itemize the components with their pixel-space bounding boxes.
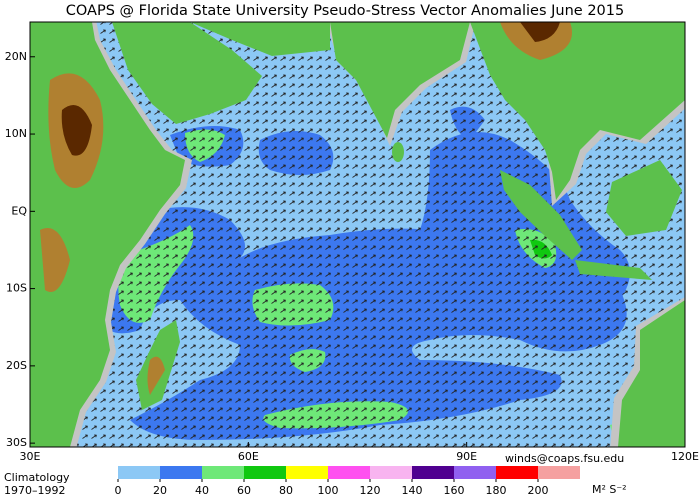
colorbar-tick-label: 0 xyxy=(115,484,122,497)
land xyxy=(30,22,685,447)
contact: winds@coaps.fsu.edu xyxy=(505,452,624,465)
colorbar-swatch xyxy=(328,466,370,479)
colorbar-tick-label: 160 xyxy=(444,484,465,497)
colorbar-swatch xyxy=(286,466,328,479)
lat-tick-label: 10S xyxy=(6,282,27,295)
colorbar-swatch xyxy=(538,466,580,479)
colorbar-swatch xyxy=(412,466,454,479)
title: COAPS @ Florida State University Pseudo-… xyxy=(66,3,624,19)
climatology-period: 1970–1992 xyxy=(4,484,66,497)
colorbar-swatch xyxy=(454,466,496,479)
colorbar-tick-label: 20 xyxy=(153,484,167,497)
colorbar-tick-label: 60 xyxy=(237,484,251,497)
climatology-label: Climatology xyxy=(4,471,70,484)
colorbar-tick-label: 140 xyxy=(402,484,423,497)
colorbar-swatch xyxy=(118,466,160,479)
colorbar-swatch xyxy=(244,466,286,479)
colorbar-swatch xyxy=(496,466,538,479)
lat-tick-label: 20N xyxy=(5,50,27,63)
colorbar-swatch xyxy=(370,466,412,479)
lat-tick-label: 10N xyxy=(5,127,27,140)
colorbar-swatch xyxy=(160,466,202,479)
lon-tick-label: 30E xyxy=(20,450,41,463)
lon-tick-label: 120E xyxy=(671,450,699,463)
lat-tick-label: 30S xyxy=(6,436,27,449)
colorbar-tick-label: 100 xyxy=(318,484,339,497)
colorbar-swatch xyxy=(202,466,244,479)
lon-tick-label: 90E xyxy=(456,450,477,463)
colorbar-tick-label: 40 xyxy=(195,484,209,497)
colorbar-tick-label: 120 xyxy=(360,484,381,497)
lat-tick-label: EQ xyxy=(11,204,27,217)
lat-tick-label: 20S xyxy=(6,359,27,372)
colorbar-tick-label: 200 xyxy=(528,484,549,497)
colorbar-tick-label: 80 xyxy=(279,484,293,497)
lon-tick-label: 60E xyxy=(238,450,259,463)
high-mountains xyxy=(61,22,560,156)
map-frame xyxy=(29,21,686,448)
colorbar-tick-label: 180 xyxy=(486,484,507,497)
colorbar-units: M² S⁻² xyxy=(592,483,627,496)
map xyxy=(30,22,685,447)
